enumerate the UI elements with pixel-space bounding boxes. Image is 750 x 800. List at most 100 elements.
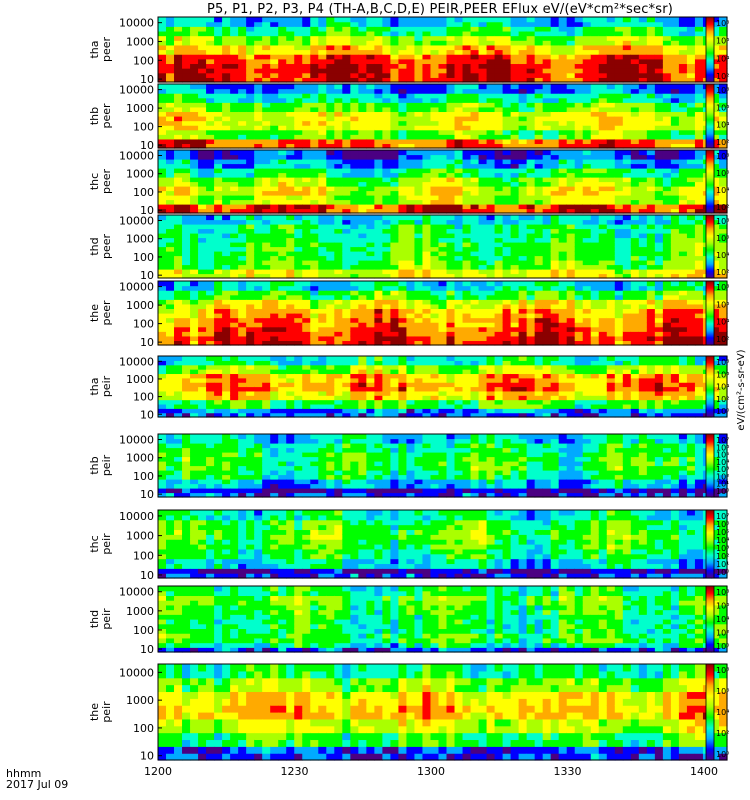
heatmap-cell [214, 285, 223, 291]
heatmap-cell [526, 326, 536, 332]
heatmap-cell [518, 195, 528, 201]
heatmap-cell [414, 264, 424, 270]
heatmap-cell [278, 264, 287, 270]
heatmap-cell [686, 150, 696, 156]
heatmap-cell [246, 199, 255, 205]
heatmap-cell [670, 340, 680, 346]
heatmap-cell [222, 150, 231, 156]
heatmap-cell [174, 326, 183, 332]
heatmap-cell [502, 255, 512, 261]
heatmap-cell [718, 269, 728, 275]
heatmap-cell [174, 159, 183, 165]
heatmap-cell [582, 251, 592, 257]
heatmap-cell [334, 116, 343, 122]
heatmap-cell [302, 138, 311, 145]
heatmap-cell [502, 102, 512, 108]
heatmap-cell [246, 129, 255, 135]
heatmap-cell [238, 26, 247, 32]
heatmap-cell [382, 208, 391, 214]
heatmap-cell [254, 77, 263, 83]
heatmap-cell [414, 195, 424, 201]
heatmap-cell [350, 154, 359, 160]
heatmap-cell [678, 21, 688, 27]
heatmap-cell [366, 68, 375, 74]
heatmap-cell [390, 303, 400, 310]
heatmap-cell [494, 219, 504, 225]
heatmap-cell [566, 281, 576, 287]
heatmap-cell [662, 116, 672, 122]
heatmap-cell [166, 44, 175, 51]
heatmap-cell [190, 181, 199, 187]
heatmap-cell [342, 17, 351, 23]
heatmap-cell [686, 199, 696, 205]
heatmap-cell [654, 208, 664, 214]
heatmap-cell [678, 331, 688, 337]
heatmap-cell [198, 68, 207, 74]
panel-ylabel: tha [88, 40, 101, 58]
heatmap-cell [446, 116, 456, 122]
heatmap-cell [342, 120, 351, 126]
heatmap-cell [678, 72, 688, 78]
heatmap-cell [710, 190, 720, 196]
heatmap-cell [158, 17, 167, 23]
heatmap-cell [478, 125, 488, 131]
heatmap-cell [414, 17, 424, 23]
heatmap-cell [710, 168, 720, 174]
heatmap-cell [502, 237, 512, 243]
heatmap-cell [566, 21, 576, 27]
heatmap-cell [670, 21, 680, 27]
heatmap-cell [518, 313, 528, 319]
heatmap-cell [686, 233, 696, 239]
heatmap-cell [598, 125, 608, 131]
heatmap-cell [630, 159, 640, 165]
heatmap-cell [654, 88, 664, 94]
heatmap-cell [558, 88, 568, 94]
heatmap-cell [230, 68, 239, 74]
heatmap-cell [646, 273, 656, 279]
heatmap-cell [414, 138, 424, 145]
heatmap-cell [694, 299, 704, 305]
heatmap-cell [302, 208, 311, 214]
heatmap-cell [158, 68, 167, 74]
heatmap-cell [486, 58, 496, 65]
heatmap-cell [166, 172, 175, 178]
heatmap-cell [462, 49, 472, 55]
heatmap-cell [182, 255, 191, 261]
heatmap-cell [366, 246, 375, 252]
heatmap-cell [470, 49, 480, 55]
heatmap-cell [382, 93, 391, 99]
heatmap-cell [406, 237, 416, 243]
heatmap-cell [606, 116, 616, 122]
heatmap-cell [502, 228, 512, 234]
heatmap-cell [486, 285, 496, 291]
heatmap-cell [302, 97, 311, 103]
heatmap-cell [670, 93, 680, 99]
panel-ylabel: peer [100, 169, 113, 195]
heatmap-cell [518, 237, 528, 243]
heatmap-cell [406, 195, 416, 201]
heatmap-cell [598, 17, 608, 23]
heatmap-cell [286, 93, 295, 99]
heatmap-cell [654, 35, 664, 41]
heatmap-cell [318, 116, 327, 122]
heatmap-cell [606, 177, 616, 183]
heatmap-cell [350, 224, 359, 230]
heatmap-cell [310, 68, 319, 74]
heatmap-cell [582, 93, 592, 99]
heatmap-cell [662, 219, 672, 225]
heatmap-cell [678, 294, 688, 300]
heatmap-cell [542, 97, 552, 103]
heatmap-cell [670, 290, 680, 296]
heatmap-cell [462, 143, 472, 149]
heatmap-cell [550, 281, 560, 287]
heatmap-cell [678, 93, 688, 99]
heatmap-cell [694, 102, 704, 108]
heatmap-cell [502, 224, 512, 230]
heatmap-cell [222, 317, 231, 323]
heatmap-cell [310, 228, 319, 234]
heatmap-cell [478, 251, 488, 257]
heatmap-cell [262, 215, 271, 221]
heatmap-cell [686, 195, 696, 201]
heatmap-cell [198, 159, 207, 165]
